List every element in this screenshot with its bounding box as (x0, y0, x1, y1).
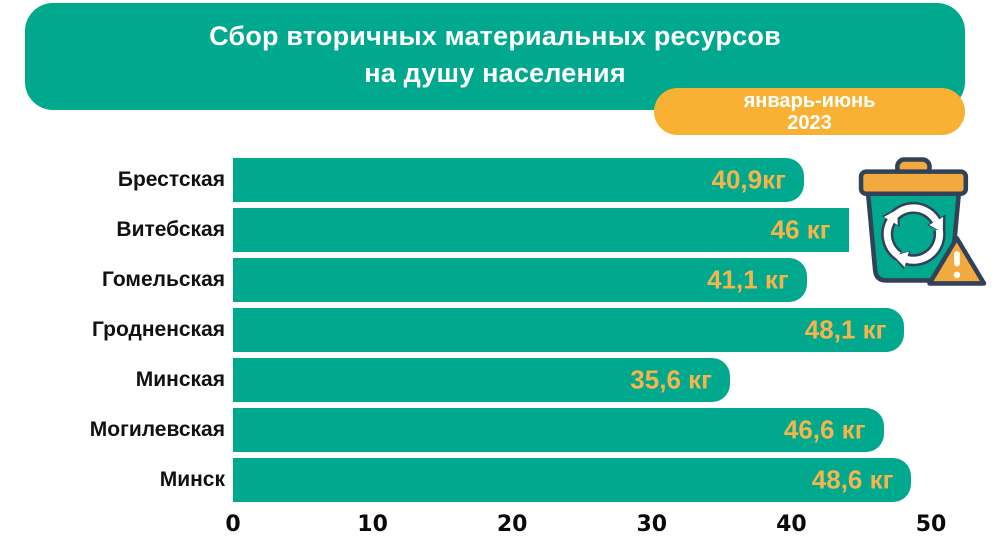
bar-value-label: 48,1 кг (804, 314, 887, 345)
bar-value-label: 46,6 кг (783, 414, 866, 445)
title-banner: Сбор вторичных материальных ресурсов на … (25, 3, 965, 110)
warning-triangle-icon (927, 235, 987, 286)
chart-title-line1: Сбор вторичных материальных ресурсов (209, 21, 781, 51)
x-axis-tick: 40 (776, 512, 807, 537)
bin-lid (858, 169, 969, 197)
category-label: Брестская (117, 168, 225, 191)
bar-5: 35,6 кг (233, 358, 730, 402)
category-label: Минская (135, 368, 225, 391)
period-badge-line1: январь-июнь (743, 90, 876, 112)
bar-4: 48,1 кг (233, 308, 905, 352)
category-label: Витебская (116, 218, 225, 241)
x-axis: 0 10 20 30 40 50 (225, 512, 946, 546)
plot-area: 40,9кг (233, 158, 931, 202)
chart-row: Брестская 40,9кг (0, 158, 931, 202)
chart-title-line2: на душу населения (364, 58, 626, 88)
period-badge: январь-июнь 2023 (654, 88, 965, 135)
bar-3: 41,1 кг (233, 258, 807, 302)
bar-7: 48,6 кг (233, 458, 912, 502)
chart-row: Витебская 46 кг (0, 208, 931, 252)
category-label: Минск (159, 468, 225, 491)
x-axis-tick: 20 (496, 512, 528, 537)
category-label: Гомельская (102, 268, 225, 291)
x-axis-tick: 0 (225, 512, 241, 537)
plot-area: 46 кг (233, 208, 931, 252)
x-axis-tick: 50 (915, 512, 947, 537)
x-axis-tick: 10 (357, 512, 388, 537)
recycle-arrows-icon (881, 201, 946, 270)
bar-6: 46,6 кг (233, 408, 884, 452)
chart-row: Гродненская 48,1 кг (0, 308, 931, 352)
plot-area: 41,1 кг (233, 258, 931, 302)
period-badge-line2: 2023 (787, 112, 832, 134)
chart-row: Минская 35,6 кг (0, 358, 931, 402)
chart-row: Гомельская 41,1 кг (0, 258, 931, 302)
bar-value-label: 48,6 кг (811, 464, 894, 495)
bar-chart: Брестская 40,9кг Витебская 46 кг Гомельская 4… (0, 158, 931, 508)
bar-2: 46 кг (233, 208, 849, 252)
plot-area: 48,1 кг (233, 308, 931, 352)
bar-value-label: 40,9кг (711, 164, 786, 195)
category-label: Гродненская (92, 318, 225, 341)
bar-value-label: 46 кг (770, 214, 831, 245)
chart-row: Минск 48,6 кг (0, 458, 931, 502)
plot-area: 35,6 кг (233, 358, 931, 402)
x-axis-tick: 30 (636, 512, 668, 537)
plot-area: 46,6 кг (233, 408, 931, 452)
recycle-trash-bin-icon (858, 157, 987, 286)
bar-value-label: 41,1 кг (707, 264, 789, 295)
bar-value-label: 35,6 кг (630, 364, 712, 395)
bar-1: 40,9кг (233, 158, 804, 202)
plot-area: 48,6 кг (233, 458, 931, 502)
category-label: Могилевская (89, 418, 225, 441)
chart-row: Могилевская 46,6 кг (0, 408, 931, 452)
